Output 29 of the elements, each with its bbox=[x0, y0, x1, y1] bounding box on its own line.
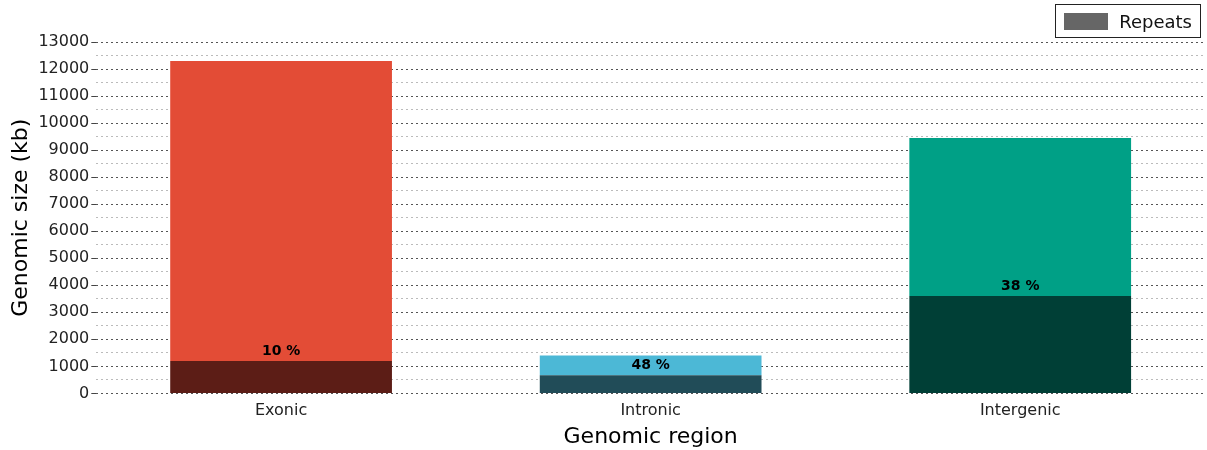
y-tick-label: 1000 bbox=[48, 355, 90, 375]
y-axis-title: Genomic size (kb) bbox=[6, 118, 32, 317]
y-tick-label: 8000 bbox=[48, 166, 90, 186]
y-tick-label: 5000 bbox=[48, 247, 90, 267]
annotation: 38 % bbox=[1001, 276, 1040, 293]
text: Repeats bbox=[1119, 10, 1192, 32]
y-tick-label: 9000 bbox=[48, 139, 90, 159]
y-tick-label: 13000 bbox=[38, 31, 90, 51]
annotation: 10 % bbox=[261, 341, 301, 358]
y-tick-label: 0 bbox=[79, 382, 90, 402]
y-tick-label: 11000 bbox=[38, 85, 90, 105]
x-tick-label: Intergenic bbox=[979, 400, 1061, 420]
x-tick-label: Exonic bbox=[254, 400, 308, 420]
bar bbox=[539, 355, 762, 376]
x-tick-label: Intronic bbox=[620, 400, 681, 420]
y-tick-label: 6000 bbox=[48, 220, 90, 240]
y-tick-label: 2000 bbox=[48, 328, 90, 348]
bar bbox=[539, 375, 762, 393]
y-tick-label: 3000 bbox=[48, 301, 90, 321]
bar bbox=[170, 360, 392, 393]
annotation: 48 % bbox=[631, 355, 670, 372]
y-tick-label: 12000 bbox=[38, 58, 90, 78]
y-tick-label: 7000 bbox=[48, 193, 90, 213]
bar bbox=[909, 137, 1132, 297]
x-axis-title: Genomic region bbox=[563, 422, 738, 448]
bar bbox=[909, 296, 1132, 393]
bar bbox=[170, 60, 392, 361]
y-tick-label: 4000 bbox=[48, 274, 90, 294]
y-tick-label: 10000 bbox=[38, 112, 90, 132]
